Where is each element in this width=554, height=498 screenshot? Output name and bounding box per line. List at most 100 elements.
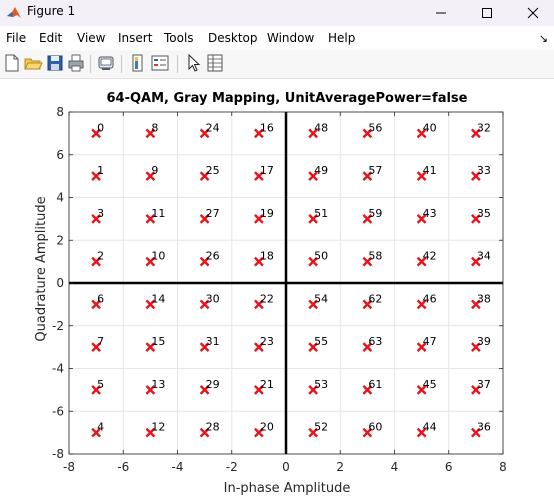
constellation-point [471, 427, 481, 438]
print-icon[interactable] [66, 53, 86, 73]
open-file-icon[interactable] [23, 53, 43, 73]
point-marker-stroke [471, 299, 481, 310]
colorbar-icon[interactable] [128, 53, 148, 73]
point-marker-stroke [145, 171, 156, 181]
point-label: 26 [206, 250, 220, 263]
point-label: 42 [423, 250, 437, 263]
x-tick-label: 6 [445, 460, 453, 474]
constellation-point [199, 171, 210, 181]
point-label: 49 [314, 164, 328, 177]
point-label: 4 [97, 421, 104, 434]
constellation-point [199, 214, 210, 224]
menu-view[interactable]: View [77, 31, 106, 45]
constellation-point [416, 214, 427, 224]
menu-window[interactable]: Window [267, 31, 315, 45]
constellation-point [91, 171, 101, 181]
constellation-point [471, 342, 481, 352]
point-label: 13 [151, 378, 165, 391]
constellation-point [416, 128, 427, 139]
constellation-point [308, 128, 318, 139]
constellation-point [91, 427, 101, 438]
toolbar-separator [90, 55, 91, 73]
point-label: 12 [151, 421, 165, 434]
point-marker-stroke [308, 214, 318, 224]
point-label: 61 [368, 378, 382, 391]
toolbar-separator [177, 55, 178, 73]
point-marker-stroke [308, 385, 318, 395]
window-title: Figure 1 [27, 4, 76, 18]
point-label: 43 [423, 207, 437, 220]
y-tick-label: -8 [52, 447, 64, 461]
menu-desktop[interactable]: Desktop [208, 31, 258, 45]
point-label: 45 [423, 378, 437, 391]
new-figure-icon[interactable] [2, 53, 22, 73]
constellation-point [199, 385, 210, 395]
constellation-point [254, 342, 264, 352]
point-marker-stroke [416, 171, 427, 181]
point-marker-stroke [471, 214, 481, 224]
point-label: 60 [368, 421, 382, 434]
menu-tools[interactable]: Tools [164, 31, 194, 45]
point-marker-stroke [362, 342, 373, 352]
point-label: 6 [97, 292, 104, 305]
menu-help[interactable]: Help [328, 31, 356, 45]
x-tick-label: -4 [172, 460, 184, 474]
constellation-point [91, 214, 101, 224]
point-marker-stroke [362, 385, 373, 395]
constellation-point [199, 256, 210, 267]
point-label: 29 [206, 378, 220, 391]
point-marker-stroke [471, 171, 481, 181]
point-marker-stroke [145, 342, 156, 352]
legend-icon[interactable] [150, 53, 170, 73]
constellation-point [362, 171, 373, 181]
point-marker-stroke [362, 427, 373, 438]
point-label: 52 [314, 421, 328, 434]
point-label: 16 [260, 121, 274, 134]
constellation-point [308, 214, 318, 224]
dock-figure-icon[interactable]: ↘ [538, 32, 548, 45]
point-label: 21 [260, 378, 274, 391]
constellation-point [254, 299, 264, 310]
constellation-point [254, 385, 264, 395]
point-marker-stroke [91, 427, 101, 438]
point-marker-stroke [199, 171, 210, 181]
y-tick-label: 8 [56, 105, 64, 119]
constellation-point [145, 256, 156, 267]
minimize-button[interactable] [418, 0, 464, 26]
menu-file[interactable]: File [6, 31, 27, 45]
point-label: 5 [97, 378, 104, 391]
constellation-point [471, 385, 481, 395]
link-plot-icon[interactable] [96, 53, 116, 73]
constellation-point [471, 214, 481, 224]
point-marker-stroke [199, 427, 210, 438]
menu-bar: File Edit View Insert Tools Desktop Wind… [0, 26, 554, 50]
point-marker-stroke [362, 214, 373, 224]
point-marker-stroke [199, 385, 210, 395]
constellation-point [145, 171, 156, 181]
menu-edit[interactable]: Edit [39, 31, 63, 45]
x-axis-label: In-phase Amplitude [224, 481, 351, 496]
point-labels: 0132675489111014151312242527263031292816… [97, 121, 491, 433]
menu-insert[interactable]: Insert [118, 31, 153, 45]
maximize-icon [482, 8, 492, 18]
constellation-point [91, 342, 101, 352]
point-label: 63 [368, 335, 382, 348]
point-marker-stroke [254, 214, 264, 224]
point-marker-stroke [199, 299, 210, 310]
save-icon[interactable] [45, 53, 65, 73]
point-label: 58 [368, 250, 382, 263]
constellation-point [416, 256, 427, 267]
close-button[interactable] [510, 0, 554, 26]
point-label: 53 [314, 378, 328, 391]
y-tick-label: -4 [52, 362, 64, 376]
point-label: 35 [477, 207, 491, 220]
constellation-point [308, 427, 318, 438]
edit-plot-icon[interactable] [184, 53, 204, 73]
point-marker-stroke [308, 128, 318, 139]
maximize-button[interactable] [464, 0, 510, 26]
property-inspector-icon[interactable] [205, 53, 225, 73]
point-label: 51 [314, 207, 328, 220]
close-icon [527, 7, 539, 19]
constellation-point [91, 299, 101, 310]
point-marker-stroke [145, 214, 156, 224]
